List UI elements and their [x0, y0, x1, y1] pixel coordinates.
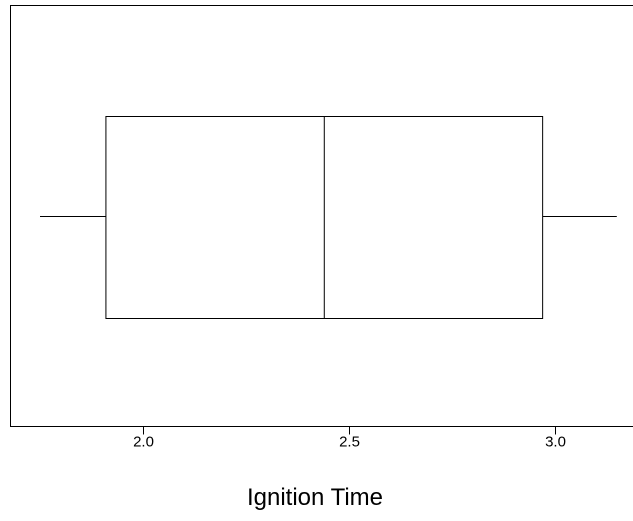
x-tick-label: 2.0 [133, 434, 154, 451]
x-tick-label: 2.5 [339, 434, 360, 451]
x-tick-label: 3.0 [545, 434, 566, 451]
x-axis-ticks: 2.0 2.5 3.0 [133, 426, 566, 451]
plot-frame [10, 5, 633, 427]
box-plot [40, 116, 617, 319]
x-axis-title: Ignition Time [247, 484, 383, 511]
